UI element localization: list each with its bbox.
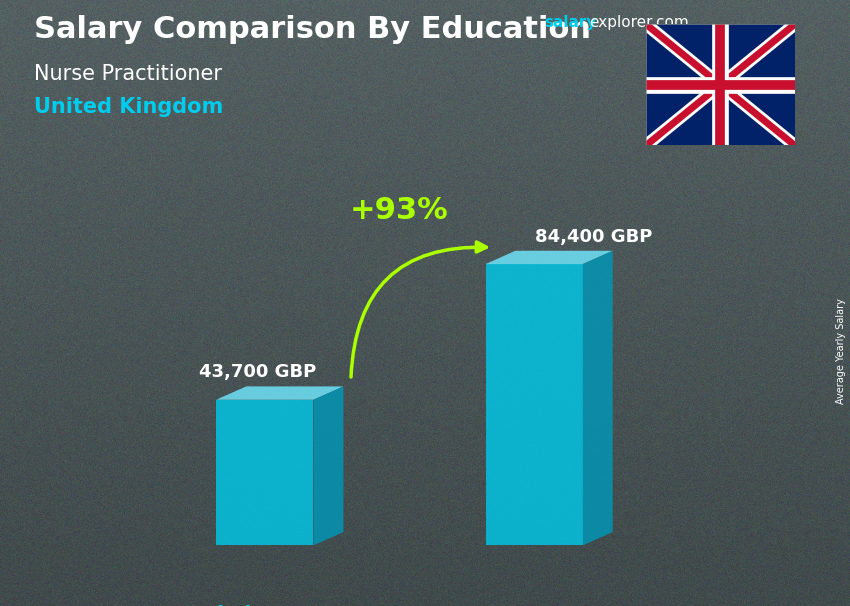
Polygon shape xyxy=(216,387,343,400)
Text: Average Yearly Salary: Average Yearly Salary xyxy=(836,299,846,404)
Text: Bachelor’s Degree: Bachelor’s Degree xyxy=(178,605,381,606)
Text: explorer.com: explorer.com xyxy=(589,15,688,30)
Text: 84,400 GBP: 84,400 GBP xyxy=(536,228,653,246)
Text: salary: salary xyxy=(544,15,597,30)
Polygon shape xyxy=(583,251,613,545)
Polygon shape xyxy=(314,387,343,545)
Polygon shape xyxy=(646,24,795,145)
Polygon shape xyxy=(485,251,613,264)
Text: Nurse Practitioner: Nurse Practitioner xyxy=(34,64,222,84)
Text: +93%: +93% xyxy=(350,196,449,225)
Text: 43,700 GBP: 43,700 GBP xyxy=(199,364,316,381)
Polygon shape xyxy=(216,400,314,545)
Text: United Kingdom: United Kingdom xyxy=(34,97,224,117)
Text: Master’s Degree: Master’s Degree xyxy=(458,605,640,606)
Polygon shape xyxy=(485,264,583,545)
Text: Salary Comparison By Education: Salary Comparison By Education xyxy=(34,15,591,44)
